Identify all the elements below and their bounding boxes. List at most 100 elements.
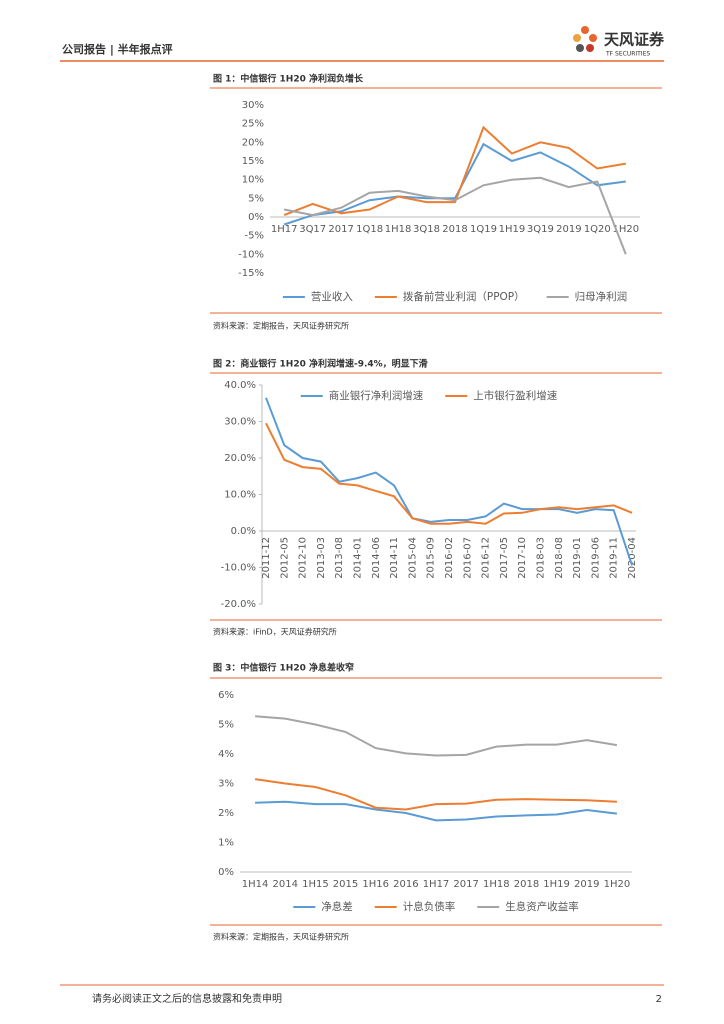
- series-line: [255, 715, 618, 757]
- series-line: [283, 142, 626, 226]
- y-tick-label: 0%: [218, 867, 234, 878]
- y-tick-label: 25%: [242, 119, 264, 130]
- x-tick-label: 1H17: [271, 224, 298, 235]
- x-tick-label: 2014-06: [371, 537, 382, 579]
- series-line: [284, 176, 627, 255]
- x-tick-label: 2013-08: [334, 537, 345, 579]
- x-tick-label: 3Q17: [299, 224, 326, 235]
- x-tick-label: 2017-05: [499, 537, 510, 579]
- y-tick-label: 4%: [218, 749, 234, 760]
- x-tick-label: 2018-03: [536, 537, 547, 579]
- x-tick-label: 2015: [333, 879, 358, 890]
- x-tick-label: 1H20: [612, 224, 639, 235]
- x-tick-label: 1H18: [385, 224, 412, 235]
- x-tick-label: 2015-09: [426, 537, 437, 579]
- x-tick-label: 1H14: [242, 879, 269, 890]
- series-line: [255, 800, 618, 822]
- x-tick-label: 3Q19: [527, 224, 554, 235]
- legend-label: 拨备前营业利润（PPOP）: [403, 290, 525, 303]
- figure-title: 图 2：商业银行 1H20 净利润增速-9.4%，明显下滑: [213, 358, 428, 370]
- x-tick-label: 2019: [556, 224, 581, 235]
- x-tick-label: 1H20: [604, 879, 631, 890]
- x-tick-label: 1H18: [483, 879, 510, 890]
- x-tick-label: 2017-10: [517, 537, 528, 579]
- source-note: 资料来源：iFinD，天风证券研究所: [213, 627, 337, 637]
- x-tick-label: 2016: [393, 879, 418, 890]
- x-tick-label: 2012-10: [298, 537, 309, 579]
- source-note: 资料来源：定期报告，天风证券研究所: [213, 932, 349, 942]
- x-tick-label: 1H19: [543, 879, 570, 890]
- legend-label: 计息负债率: [403, 900, 456, 913]
- source-note: 资料来源：定期报告，天风证券研究所: [213, 321, 349, 331]
- y-tick-label: 5%: [248, 193, 264, 204]
- y-tick-label: 5%: [218, 720, 234, 731]
- x-tick-label: 2011-12: [261, 537, 272, 579]
- y-tick-label: 0%: [248, 212, 264, 223]
- legend-label: 商业银行净利润增速: [329, 389, 424, 402]
- y-tick-label: 0.0%: [231, 526, 256, 537]
- x-tick-label: 1Q19: [470, 224, 497, 235]
- legend-label: 营业收入: [311, 290, 353, 303]
- y-tick-label: 30.0%: [224, 417, 256, 428]
- x-tick-label: 1Q18: [356, 224, 383, 235]
- x-tick-label: 2016-07: [462, 537, 473, 579]
- series-line: [254, 778, 617, 811]
- y-tick-label: 20%: [242, 137, 264, 148]
- x-tick-label: 2017: [328, 224, 353, 235]
- y-tick-label: 15%: [242, 156, 264, 167]
- y-tick-label: 6%: [218, 690, 234, 701]
- brand: 天风证券: [604, 31, 665, 49]
- y-tick-label: 40.0%: [224, 380, 256, 391]
- series-line: [283, 125, 626, 217]
- legend-label: 生息资产收益率: [505, 900, 579, 913]
- x-tick-label: 2012-05: [279, 537, 290, 579]
- x-tick-label: 2019-06: [590, 537, 601, 579]
- y-tick-label: 20.0%: [224, 453, 256, 464]
- header-left: 公司报告 | 半年报点评: [62, 42, 173, 56]
- x-tick-label: 3Q18: [413, 224, 440, 235]
- x-tick-label: 2014-11: [389, 537, 400, 579]
- disclaimer: 请务必阅读正文之后的信息披露和免责申明: [92, 992, 282, 1005]
- logo: [573, 26, 597, 52]
- series-line: [265, 422, 633, 525]
- x-tick-label: 2019-01: [572, 537, 583, 579]
- legend-label: 净息差: [321, 900, 353, 913]
- figure-title: 图 1：中信银行 1H20 净利润负增长: [213, 73, 364, 85]
- y-tick-label: 10%: [242, 175, 264, 186]
- x-tick-label: 2018: [442, 224, 467, 235]
- legend-label: 上市银行盈利增速: [473, 389, 557, 402]
- y-tick-label: 10.0%: [224, 490, 256, 501]
- x-tick-label: 2014-01: [353, 537, 364, 579]
- y-tick-label: -15%: [238, 268, 264, 279]
- x-tick-label: 2020-04: [627, 537, 638, 579]
- x-tick-label: 2018-08: [554, 537, 565, 579]
- legend-label: 归母净利润: [575, 290, 628, 303]
- x-tick-label: 2018: [514, 879, 539, 890]
- x-tick-label: 2019: [574, 879, 599, 890]
- page-number: 2: [656, 994, 662, 1005]
- x-tick-label: 1H17: [423, 879, 450, 890]
- y-tick-label: 1%: [218, 838, 234, 849]
- y-tick-label: 2%: [218, 808, 234, 819]
- x-tick-label: 1H19: [499, 224, 526, 235]
- y-tick-label: -10.0%: [221, 563, 256, 574]
- x-tick-label: 2014: [273, 879, 298, 890]
- y-tick-label: 30%: [242, 100, 264, 111]
- x-tick-label: 1Q20: [584, 224, 611, 235]
- y-tick-label: -20.0%: [221, 599, 256, 610]
- x-tick-label: 2016-02: [444, 537, 455, 579]
- x-tick-label: 2016-12: [481, 537, 492, 579]
- brand-en: TF SECURITIES: [605, 51, 650, 58]
- x-tick-label: 1H15: [302, 879, 329, 890]
- series-line: [265, 397, 633, 566]
- x-tick-label: 2015-04: [407, 537, 418, 579]
- y-tick-label: -10%: [238, 249, 264, 260]
- x-tick-label: 2013-03: [316, 537, 327, 579]
- x-tick-label: 2017: [453, 879, 478, 890]
- y-tick-label: -5%: [245, 231, 264, 242]
- x-tick-label: 1H16: [362, 879, 389, 890]
- y-tick-label: 3%: [218, 779, 234, 790]
- x-tick-label: 2019-11: [609, 537, 620, 579]
